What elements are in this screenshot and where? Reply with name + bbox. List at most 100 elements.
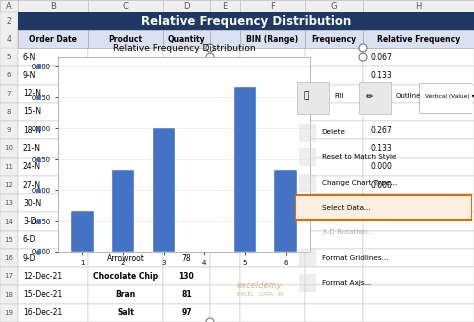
- Bar: [305, 103, 363, 121]
- Bar: [210, 286, 240, 304]
- Text: 4: 4: [7, 34, 11, 43]
- Text: 18: 18: [4, 292, 13, 298]
- Bar: [163, 194, 210, 213]
- Bar: [363, 194, 474, 213]
- Circle shape: [206, 44, 214, 52]
- Bar: [18, 66, 88, 85]
- Bar: [299, 249, 316, 267]
- Bar: [163, 286, 210, 304]
- Text: 9-N: 9-N: [23, 71, 36, 80]
- Bar: [210, 66, 240, 85]
- Text: 81: 81: [181, 290, 192, 299]
- Text: Relative Frequency: Relative Frequency: [377, 34, 460, 43]
- Bar: [234, 87, 256, 252]
- Text: 16: 16: [4, 255, 13, 261]
- Bar: [88, 0, 163, 12]
- Text: .200: .200: [371, 89, 388, 98]
- Circle shape: [359, 53, 367, 61]
- Text: exceldemy: exceldemy: [237, 280, 283, 289]
- Bar: [363, 0, 474, 12]
- Text: D: D: [183, 2, 190, 11]
- Bar: [0, 0, 18, 12]
- Bar: [88, 139, 163, 157]
- Bar: [210, 121, 240, 139]
- Bar: [163, 231, 210, 249]
- Bar: [305, 249, 363, 267]
- Text: 130: 130: [179, 272, 194, 281]
- Bar: [0, 304, 18, 322]
- Bar: [240, 85, 305, 103]
- Bar: [210, 249, 240, 267]
- Bar: [0, 286, 18, 304]
- Text: H: H: [415, 2, 422, 11]
- Bar: [0, 121, 18, 139]
- Bar: [0, 157, 18, 176]
- Bar: [18, 157, 88, 176]
- Bar: [163, 30, 210, 48]
- Text: E: E: [222, 2, 228, 11]
- Bar: [18, 286, 88, 304]
- Bar: [274, 170, 297, 252]
- Bar: [210, 157, 240, 176]
- Bar: [305, 194, 363, 213]
- Bar: [305, 0, 363, 12]
- Text: 🎨: 🎨: [304, 92, 309, 101]
- Bar: [18, 139, 88, 157]
- Bar: [363, 286, 474, 304]
- Text: 6-N: 6-N: [23, 52, 36, 62]
- Text: 24-N: 24-N: [23, 162, 41, 171]
- Bar: [363, 103, 474, 121]
- Bar: [163, 85, 210, 103]
- Bar: [88, 194, 163, 213]
- Text: 9-D: 9-D: [23, 253, 36, 262]
- Bar: [163, 176, 210, 194]
- Text: Product: Product: [109, 34, 143, 43]
- Bar: [88, 249, 163, 267]
- Bar: [305, 231, 363, 249]
- Circle shape: [206, 53, 214, 61]
- Text: Delete: Delete: [321, 129, 346, 136]
- Bar: [363, 48, 474, 66]
- Text: 78: 78: [182, 253, 191, 262]
- Bar: [295, 195, 472, 220]
- Bar: [240, 30, 305, 48]
- Text: A: A: [6, 2, 12, 11]
- Bar: [0, 48, 18, 66]
- Bar: [163, 249, 210, 267]
- Text: Salt: Salt: [117, 308, 134, 317]
- Text: 19: 19: [4, 310, 13, 316]
- Bar: [299, 148, 316, 166]
- Bar: [363, 304, 474, 322]
- Text: 13: 13: [4, 200, 13, 206]
- Bar: [18, 304, 88, 322]
- Text: 97: 97: [181, 308, 192, 317]
- Bar: [163, 157, 210, 176]
- Bar: [0, 213, 18, 231]
- Bar: [210, 139, 240, 157]
- Text: C: C: [123, 2, 128, 11]
- Bar: [18, 231, 88, 249]
- Text: B: B: [50, 2, 56, 11]
- Text: 5: 5: [7, 54, 11, 60]
- Text: 2: 2: [7, 16, 11, 25]
- Bar: [18, 48, 88, 66]
- Text: BIN (Range): BIN (Range): [246, 34, 299, 43]
- Bar: [18, 121, 88, 139]
- Bar: [0, 139, 18, 157]
- Bar: [18, 194, 88, 213]
- Bar: [210, 30, 240, 48]
- Text: Change Chart Type...: Change Chart Type...: [321, 179, 397, 185]
- Text: 0.133: 0.133: [371, 144, 393, 153]
- Text: 12: 12: [5, 182, 13, 188]
- Bar: [18, 30, 88, 48]
- Bar: [0, 12, 18, 322]
- Bar: [363, 30, 474, 48]
- Text: 0.000: 0.000: [371, 162, 393, 171]
- Bar: [305, 286, 363, 304]
- Bar: [88, 176, 163, 194]
- Text: Select Data...: Select Data...: [321, 204, 370, 211]
- Bar: [88, 213, 163, 231]
- Bar: [0, 249, 18, 267]
- Bar: [163, 139, 210, 157]
- Bar: [18, 0, 88, 12]
